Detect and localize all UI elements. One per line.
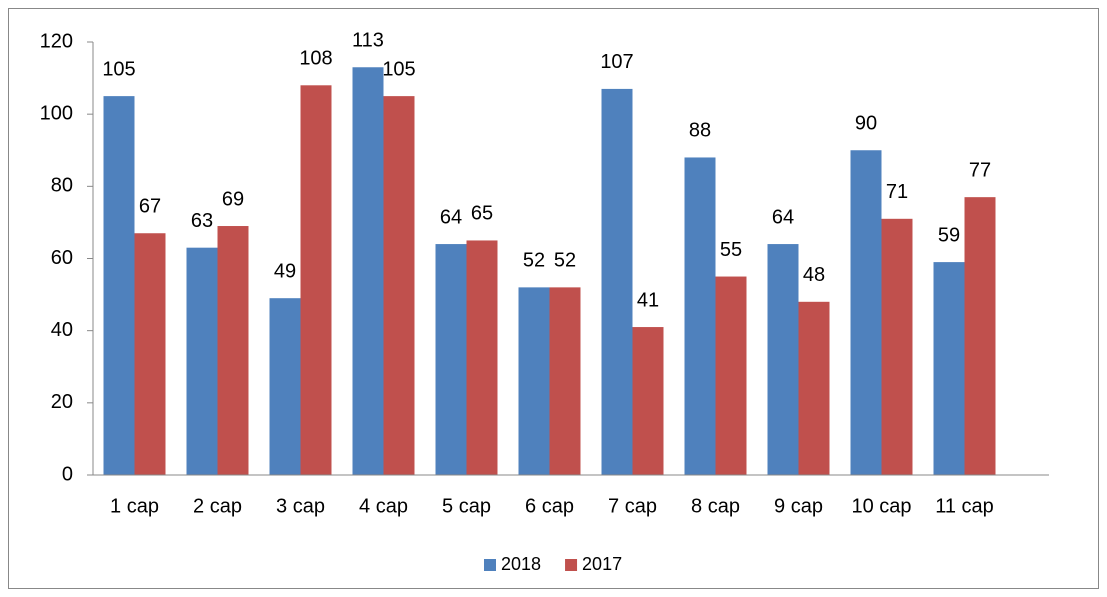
bar [134,233,166,475]
bar [435,244,467,475]
data-label: 59 [938,224,960,246]
bar [684,157,716,475]
legend-label: 2017 [582,554,622,574]
y-tick-label: 20 [51,391,73,413]
data-label: 55 [720,239,742,261]
data-label: 113 [352,30,384,52]
y-tick-label: 120 [40,30,73,52]
bar [767,244,799,475]
x-tick-label: 5 cap [442,495,491,517]
bar [933,262,965,475]
data-label: 63 [191,210,213,232]
bar [269,298,301,475]
legend-label: 2018 [501,554,541,574]
data-label: 64 [772,206,794,228]
data-label: 65 [471,203,493,225]
x-tick-label: 3 cap [276,495,325,517]
bar [715,276,747,475]
legend-swatch [484,559,496,571]
bar [466,240,498,475]
x-tick-label: 4 cap [359,495,408,517]
x-tick-label: 7 cap [608,495,657,517]
y-tick-label: 60 [51,247,73,269]
bar [217,226,249,475]
data-label: 48 [803,264,825,286]
data-label: 90 [855,113,877,135]
y-tick-label: 40 [51,319,73,341]
bar [964,197,996,476]
data-label: 108 [299,48,332,70]
data-label: 77 [969,159,991,181]
data-label: 49 [274,260,296,282]
bar [798,301,830,475]
bar [103,96,135,475]
data-label: 67 [139,196,161,218]
y-tick-label: 0 [62,463,73,485]
x-tick-label: 9 cap [774,495,823,517]
data-label: 52 [554,250,576,272]
bar [632,327,664,475]
x-tick-label: 6 cap [525,495,574,517]
data-label: 105 [102,58,135,80]
data-label: 105 [382,58,415,80]
x-tick-label: 1 cap [110,495,159,517]
bar [300,85,332,476]
bar [881,218,913,475]
bar [352,67,384,475]
x-tick-label: 10 cap [851,495,911,517]
bar [383,96,415,475]
legend-swatch [565,559,578,571]
data-label: 69 [222,188,244,210]
x-tick-label: 11 cap [935,495,994,517]
bar [549,287,581,475]
bar [186,247,218,475]
x-tick-label: 2 cap [193,495,242,517]
y-tick-label: 100 [40,102,73,124]
data-label: 41 [637,289,659,311]
bar [601,88,633,476]
bar [850,150,882,475]
data-label: 52 [523,250,545,272]
x-tick-label: 8 cap [691,495,740,517]
data-label: 71 [886,181,908,203]
data-label: 64 [440,206,462,228]
y-tick-label: 80 [51,175,73,197]
bar [518,287,550,475]
data-label: 88 [689,120,711,142]
data-label: 107 [600,51,633,73]
